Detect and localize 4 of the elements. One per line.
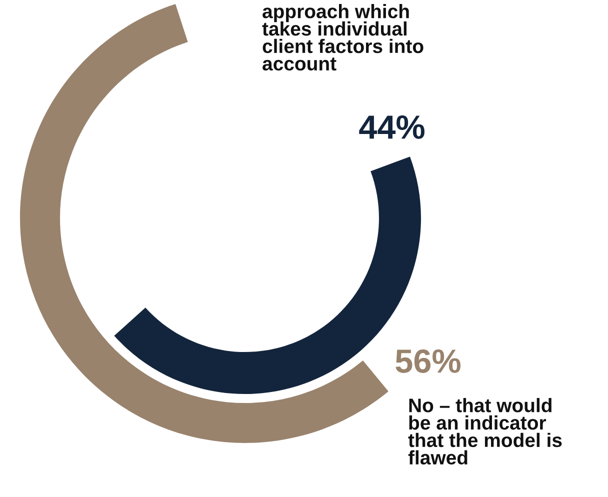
data-label: 56%	[396, 349, 460, 373]
category-label: No – that would be an indicator that the model is flawed	[408, 398, 562, 465]
category-label: approach which takes individual client factors into account	[262, 4, 424, 71]
data-label: 44%	[359, 115, 424, 139]
